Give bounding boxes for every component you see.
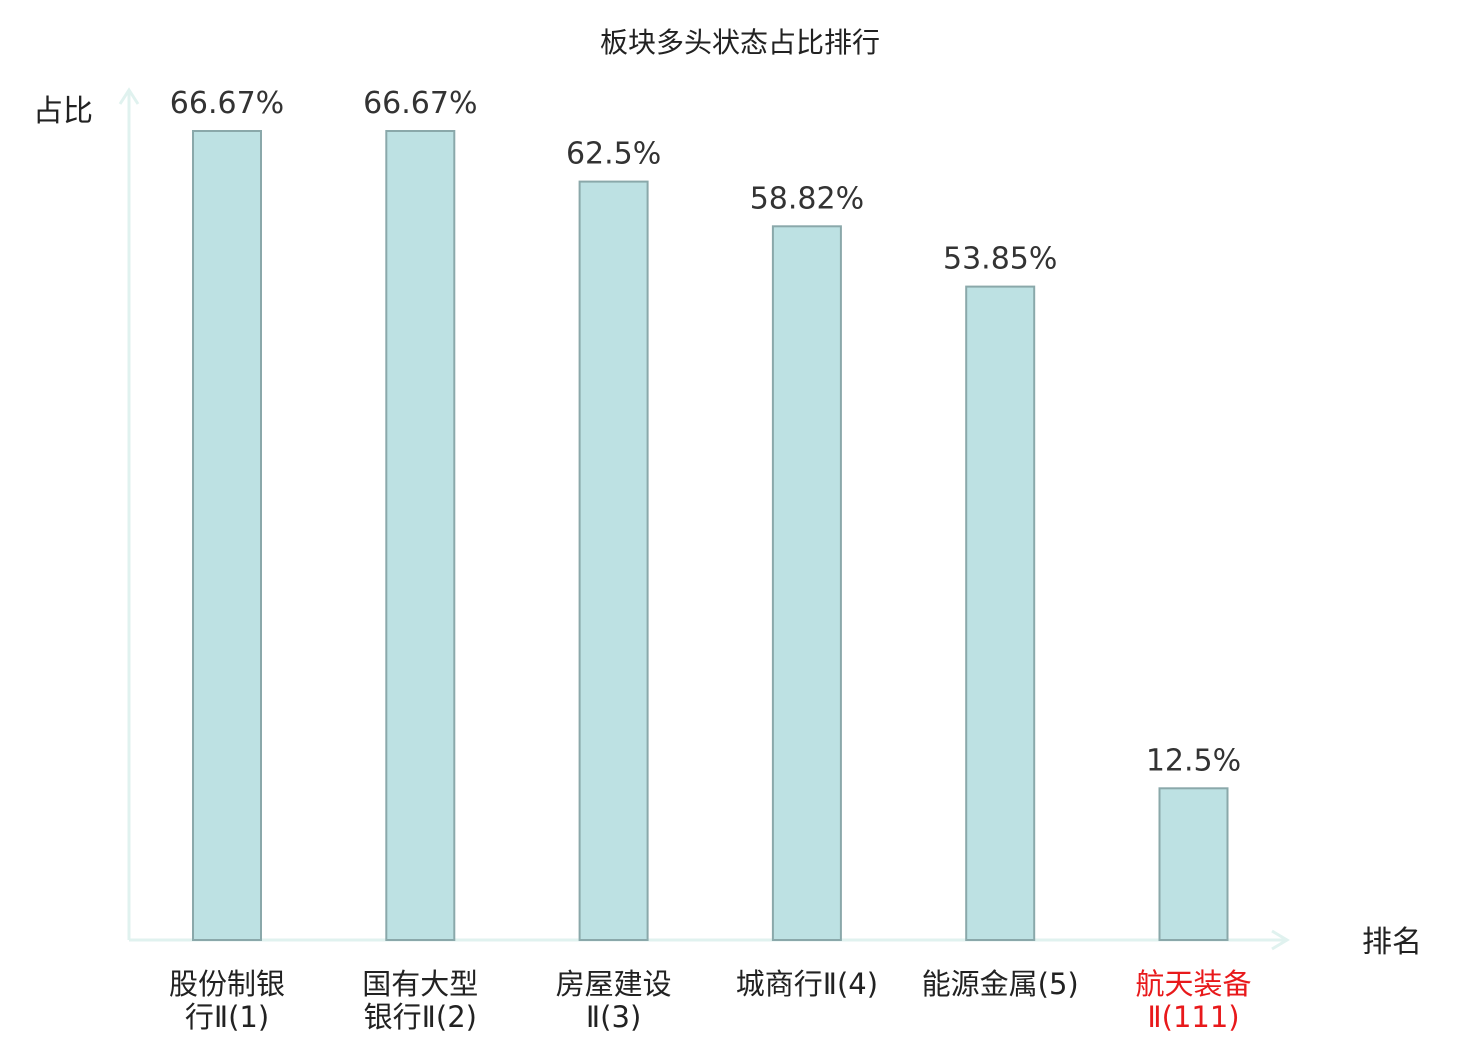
bar: [1158, 787, 1229, 941]
bar: [192, 130, 262, 941]
value-labels-group: 66.67% 66.67% 62.5% 58.82% 53.85% 12.5%: [170, 86, 1241, 778]
bar: [578, 180, 649, 942]
category-label-line1: 国有大型: [362, 967, 478, 1001]
category-label-line2: 行Ⅱ(1): [185, 1000, 269, 1034]
y-axis-label: 占比: [33, 94, 93, 129]
chart-title: 板块多头状态占比排行: [600, 26, 880, 59]
category-label-line1: 航天装备: [1135, 967, 1251, 1001]
bar: [771, 225, 842, 942]
x-axis-label: 排名: [1362, 925, 1422, 960]
category-label-line2: Ⅱ(111): [1147, 1000, 1239, 1034]
category-label-line2: Ⅱ(3): [586, 1000, 641, 1034]
value-label: 66.67%: [170, 86, 284, 121]
value-label: 62.5%: [566, 137, 661, 172]
category-label-line1: 股份制银: [169, 967, 285, 1001]
bar: [965, 285, 1036, 942]
category-label-line2: 银行Ⅱ(2): [364, 1000, 477, 1034]
x-axis-arrow: [1271, 929, 1290, 951]
value-label: 12.5%: [1146, 743, 1241, 778]
value-label: 53.85%: [943, 242, 1057, 277]
bars-group: [192, 130, 1229, 942]
value-label: 58.82%: [750, 181, 864, 216]
y-axis-arrow: [118, 87, 140, 105]
category-label-line1: 能源金属(5): [922, 967, 1079, 1001]
category-label-line1: 城商行Ⅱ(4): [736, 967, 878, 1001]
category-label-line1: 房屋建设: [556, 967, 672, 1001]
axes: [118, 87, 1290, 951]
bar: [385, 130, 456, 941]
value-label: 66.67%: [363, 86, 477, 121]
